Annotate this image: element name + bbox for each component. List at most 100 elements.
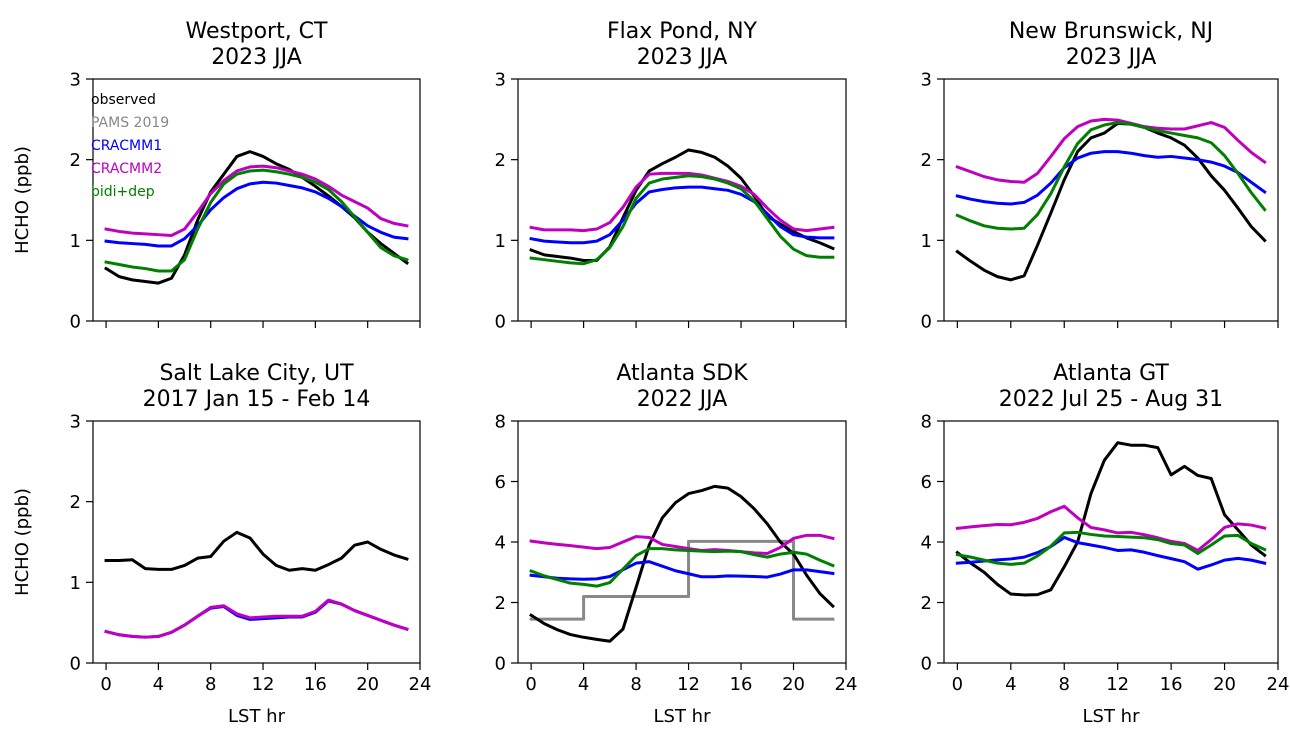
panel-title: Salt Lake City, UT [159, 361, 354, 386]
y-tick-label: 3 [70, 412, 81, 433]
legend-entry: bidi+dep [91, 184, 155, 200]
y-tick-label: 1 [70, 231, 81, 252]
x-tick-label: 16 [304, 674, 327, 695]
x-tick-label: 16 [730, 674, 753, 695]
series-line-observed [529, 148, 835, 262]
x-tick-label: 24 [409, 674, 432, 695]
y-axis-label: HCHO (ppb) [12, 146, 33, 254]
legend-entry: PAMS 2019 [91, 115, 169, 131]
x-tick-label: 12 [677, 674, 700, 695]
y-tick-label: 6 [921, 472, 932, 493]
x-tick-label: 12 [1106, 674, 1129, 695]
y-tick-label: 0 [495, 312, 506, 333]
series-line-cracmm1 [104, 599, 409, 639]
x-tick-label: 8 [1059, 674, 1070, 695]
y-tick-label: 1 [495, 231, 506, 252]
series-line-cracmm1 [955, 150, 1267, 206]
plot-frame [92, 78, 421, 322]
series-line-bidi-dep [104, 168, 409, 273]
panel-title: Flax Pond, NY [607, 19, 758, 44]
series-line-cracmm2 [955, 504, 1267, 552]
series-line-observed [955, 121, 1267, 282]
plot-frame [517, 420, 847, 664]
series-line-cracmm2 [955, 117, 1267, 184]
plot-frame [92, 420, 421, 664]
series-line-bidi-dep [955, 530, 1267, 566]
series-line-cracmm1 [529, 185, 835, 245]
series-line-cracmm2 [529, 533, 835, 555]
x-tick-label: 4 [578, 674, 589, 695]
panel-subtitle: 2023 JJA [211, 45, 302, 70]
series-line-cracmm2 [104, 164, 409, 237]
series-line-bidi-dep [529, 174, 835, 266]
x-axis-label: LST hr [654, 706, 712, 727]
panel-title: Westport, CT [186, 19, 329, 44]
y-tick-label: 8 [921, 412, 932, 433]
x-tick-label: 24 [835, 674, 858, 695]
panel-title: Atlanta SDK [616, 361, 748, 386]
series-line-pams-2019 [529, 539, 835, 621]
x-tick-label: 16 [1160, 674, 1183, 695]
x-tick-label: 0 [952, 674, 963, 695]
panel-subtitle: 2023 JJA [1066, 45, 1157, 70]
y-tick-label: 0 [70, 654, 81, 675]
y-tick-label: 1 [921, 231, 932, 252]
panel-subtitle: 2022 Jul 25 - Aug 31 [999, 387, 1223, 412]
y-tick-label: 3 [70, 70, 81, 91]
y-tick-label: 4 [921, 533, 932, 554]
x-tick-label: 20 [356, 674, 379, 695]
x-tick-label: 4 [153, 674, 164, 695]
panel-subtitle: 2017 Jan 15 - Feb 14 [143, 387, 371, 412]
y-tick-label: 6 [495, 472, 506, 493]
legend-entry: observed [91, 92, 156, 108]
panel-title: New Brunswick, NJ [1009, 19, 1213, 44]
x-tick-label: 24 [1267, 674, 1290, 695]
y-tick-label: 4 [495, 533, 506, 554]
x-tick-label: 12 [252, 674, 275, 695]
y-tick-label: 3 [921, 70, 932, 91]
series-line-bidi-dep [529, 547, 835, 588]
y-tick-label: 0 [70, 312, 81, 333]
panel-subtitle: 2023 JJA [637, 45, 728, 70]
series-line-bidi-dep [955, 121, 1267, 231]
y-tick-label: 2 [495, 593, 506, 614]
series-line-observed [529, 484, 836, 643]
y-tick-label: 0 [921, 312, 932, 333]
x-tick-label: 20 [1213, 674, 1236, 695]
series-line-cracmm1 [955, 535, 1267, 571]
y-tick-label: 2 [70, 492, 81, 513]
y-tick-label: 3 [495, 70, 506, 91]
x-tick-label: 20 [782, 674, 805, 695]
y-tick-label: 0 [921, 654, 932, 675]
plot-frame [943, 420, 1279, 664]
panel-title: Atlanta GT [1053, 361, 1169, 386]
series-line-cracmm2 [529, 171, 835, 233]
y-tick-label: 2 [70, 150, 81, 171]
x-tick-label: 0 [100, 674, 111, 695]
y-tick-label: 0 [495, 654, 506, 675]
y-tick-label: 2 [495, 150, 506, 171]
y-tick-label: 2 [921, 150, 932, 171]
y-tick-label: 1 [70, 573, 81, 594]
plot-frame [517, 78, 847, 322]
series-line-cracmm2 [104, 598, 409, 639]
panel-subtitle: 2022 JJA [637, 387, 728, 412]
plot-frame [943, 78, 1279, 322]
legend-entry: CRACMM2 [91, 161, 162, 177]
x-tick-label: 8 [630, 674, 641, 695]
series-line-observed [955, 441, 1267, 597]
x-axis-label: LST hr [228, 706, 286, 727]
series-line-observed [104, 530, 409, 572]
y-axis-label: HCHO (ppb) [12, 488, 33, 596]
x-axis-label: LST hr [1083, 706, 1141, 727]
y-tick-label: 8 [495, 412, 506, 433]
legend-entry: CRACMM1 [91, 138, 162, 154]
x-tick-label: 8 [205, 674, 216, 695]
